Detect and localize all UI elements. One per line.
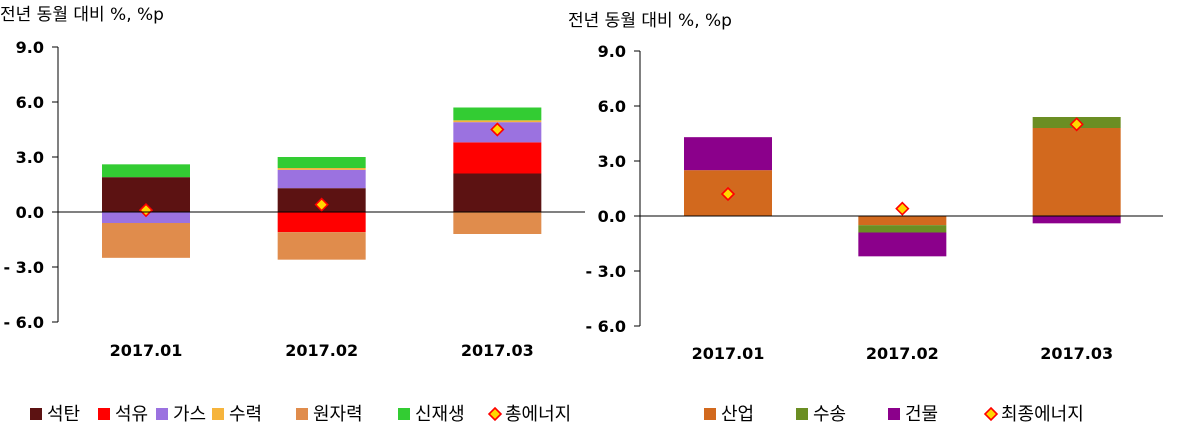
legend-label: 총에너지 [505, 404, 571, 425]
legend-item: 가스 [156, 404, 206, 425]
x-category-label: 2017.01 [692, 344, 765, 363]
legend-item: 총에너지 [487, 404, 571, 425]
legend-swatch [888, 408, 900, 420]
y-tick-label: 0.0 [598, 207, 626, 226]
legend-item: 수력 [212, 404, 262, 425]
bar-segment-가스 [102, 212, 190, 223]
legend-label: 원자력 [313, 404, 363, 425]
chart-title: 전년 동월 대비 %, %p [568, 11, 732, 31]
legend-swatch [156, 408, 168, 420]
legend-label: 신재생 [415, 404, 465, 425]
legend-item: 산업 [704, 404, 754, 425]
y-tick-label: - 3.0 [3, 258, 44, 277]
total-marker [314, 197, 329, 212]
y-tick-label: 6.0 [16, 93, 44, 112]
total-marker [720, 186, 736, 202]
bar-segment-수송 [858, 225, 947, 233]
y-tick-label: 9.0 [16, 38, 44, 57]
x-category-label: 2017.03 [1040, 344, 1113, 363]
bar-segment-석유 [277, 212, 366, 233]
legend-item: 원자력 [296, 404, 363, 425]
legend-label: 수송 [813, 404, 846, 425]
y-tick-label: - 6.0 [585, 317, 626, 336]
x-category-label: 2017.02 [866, 344, 939, 363]
chart-title: 전년 동월 대비 %, %p [0, 5, 164, 25]
legend-swatch [296, 408, 308, 420]
bar-segment-신재생 [277, 157, 366, 168]
legend-swatch [212, 408, 224, 420]
bar-segment-산업 [1032, 128, 1121, 216]
x-category-label: 2017.03 [461, 341, 534, 360]
y-tick-label: 9.0 [598, 42, 626, 61]
y-tick-label: 0.0 [16, 203, 44, 222]
legend-label: 석유 [115, 404, 148, 425]
legend-marker [487, 406, 503, 422]
legend-item: 신재생 [398, 404, 465, 425]
total-marker [895, 201, 910, 216]
legend-label: 가스 [173, 404, 206, 425]
chart-1: 전년 동월 대비 %, %p 9.0 6.0 3.0 0.0 - 3.0 - 6.0 2017… [0, 5, 585, 425]
bar-segment-원자력 [453, 212, 542, 234]
bar-segment-석유 [453, 142, 542, 174]
bar-segment-가스 [277, 169, 366, 189]
y-tick-label: 6.0 [598, 97, 626, 116]
legend-item: 건물 [888, 404, 938, 425]
bar-segment-원자력 [102, 223, 190, 258]
bar-segment-건물 [858, 232, 947, 257]
bar-segment-산업 [858, 216, 947, 226]
y-tick-label: - 3.0 [585, 262, 626, 281]
legend-swatch [796, 408, 808, 420]
bar-segment-석탄 [453, 173, 542, 212]
bar-segment-신재생 [453, 107, 542, 121]
legend-item: 석유 [98, 404, 148, 425]
legend-swatch [98, 408, 110, 420]
legend-swatch [30, 408, 42, 420]
y-tick-label: 3.0 [16, 148, 44, 167]
x-category-label: 2017.02 [285, 341, 358, 360]
bar-segment-수력 [277, 168, 366, 170]
total-marker [1069, 117, 1084, 132]
legend-item: 석탄 [30, 404, 80, 425]
bar-segment-건물 [684, 137, 772, 171]
y-tick-label: 3.0 [598, 152, 626, 171]
legend-item: 최종에너지 [983, 404, 1084, 425]
legend-label: 석탄 [47, 404, 80, 425]
bar-segment-건물 [1032, 216, 1121, 224]
legend-swatch [398, 408, 410, 420]
legend-label: 산업 [721, 404, 754, 425]
bar-segment-원자력 [277, 232, 366, 260]
legend-label: 최종에너지 [1001, 404, 1084, 425]
legend-label: 수력 [229, 404, 262, 425]
legend-item: 수송 [796, 404, 846, 425]
bar-segment-신재생 [102, 164, 190, 178]
bar-segment-수력 [453, 120, 542, 123]
legend-marker [983, 406, 999, 422]
legend-label: 건물 [905, 404, 938, 425]
legend-swatch [704, 408, 716, 420]
total-marker [490, 122, 505, 137]
x-category-label: 2017.01 [110, 341, 183, 360]
y-tick-label: - 6.0 [3, 313, 44, 332]
chart-2: 전년 동월 대비 %, %p 9.0 6.0 3.0 0.0 - 3.0 - 6.0 2017… [568, 11, 1163, 425]
total-marker [138, 203, 154, 218]
